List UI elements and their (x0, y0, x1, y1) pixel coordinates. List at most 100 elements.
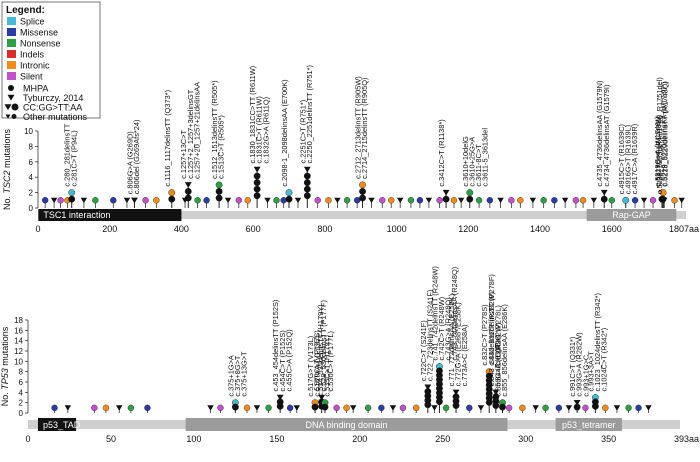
site-marker (92, 197, 99, 204)
hotspot-marker (215, 188, 223, 195)
y-tick-label: 4 (29, 173, 34, 182)
site-triangle (224, 197, 232, 204)
x-tick-label: 300 (518, 434, 533, 444)
legend-small-circle-icon (11, 114, 17, 119)
hotspot-triangle (600, 189, 608, 196)
hotspot-marker (68, 189, 76, 197)
mutation-label: c.742C>T (R248W) (437, 297, 446, 361)
site-marker (579, 197, 587, 204)
y-axis-label-gene: TSC2 (2, 171, 12, 194)
hotspot-marker (573, 403, 581, 411)
site-triangle (207, 405, 214, 411)
site-marker (343, 404, 350, 412)
legend-marker-label: Tyburczy, 2014 (23, 93, 83, 103)
hotspot-marker (600, 195, 608, 203)
hotspot-marker (303, 192, 311, 200)
site-marker (243, 404, 251, 412)
site-marker (51, 404, 58, 412)
y-tick-label: 6 (19, 378, 24, 387)
y-axis-label-suffix: mutations (0, 326, 10, 368)
site-marker (378, 404, 385, 412)
hotspot-marker (492, 402, 500, 409)
site-marker (144, 404, 151, 412)
y-axis-label: No. TSC2 mutations (2, 128, 12, 210)
x-tick-label: 200 (102, 224, 117, 234)
mutation-label: c.280_281delinsTT (63, 123, 72, 186)
mutation-label: c.5227C>T (R1743W) (654, 115, 663, 187)
mutation-label: c.534_535delinsTT (H179Y) (316, 304, 325, 396)
hotspot-triangle (492, 389, 500, 396)
hotspot-marker (303, 179, 311, 186)
site-triangle (678, 197, 685, 204)
protein-backbone (38, 211, 686, 219)
site-triangle (532, 405, 539, 411)
domain-label: p53_tetramer (562, 420, 616, 430)
domain-p53-tetramer (555, 418, 622, 431)
mutation-label: c.722C>T (S241F) (419, 320, 428, 381)
mutation-label: c.535C>T (H179Y) (323, 335, 332, 397)
y-tick-label: 16 (14, 326, 23, 335)
mutation-label: c.991C>T (Q331*) (568, 337, 577, 397)
domain-tsc1-interaction (38, 209, 182, 221)
site-marker (142, 197, 149, 204)
mutation-label: c.453_454delinsTT (P152S) (271, 300, 280, 392)
hotspot-marker (253, 172, 261, 180)
mutation-label: c.832_833delinsTT (P278F) (487, 274, 496, 365)
site-marker (265, 404, 272, 412)
legend-triangle-icon (7, 94, 15, 101)
mutation-label: c.5219_5220delinsAA (W1740*) (660, 82, 669, 187)
mutation-label: c.1024C>T (R342*) (600, 328, 609, 392)
x-end-label: 393aa (674, 434, 699, 444)
legend-marker-label: MHPA (23, 84, 48, 94)
legend-swatch-missense (7, 28, 16, 36)
site-marker (475, 197, 483, 204)
mutation-label: c.2712_2713delinsTT (R905W) (354, 76, 363, 179)
site-triangle (645, 405, 652, 411)
site-marker (519, 404, 526, 412)
hotspot-marker (303, 185, 311, 193)
mutation-label: c.806del (G269Afs*24) (132, 120, 141, 195)
legend-label-indels: Indels (20, 50, 45, 60)
site-marker (540, 197, 547, 204)
hotspot-marker (168, 189, 176, 197)
domain-p53-tad (37, 418, 77, 431)
hotspot-marker (436, 398, 443, 406)
site-marker (407, 197, 415, 204)
hotspot-marker (168, 195, 176, 203)
mutation-label: c.530C>T (P177L) (326, 331, 335, 391)
mutation-label: c.993G>A (R282W) (575, 332, 584, 396)
hotspot-triangle (303, 166, 311, 173)
site-marker (91, 404, 98, 412)
mutation-label: c.5219G>A (W1740*) (653, 117, 662, 187)
x-tick-label: 0 (35, 224, 40, 234)
y-axis-label-prefix: No. (0, 390, 10, 407)
site-marker (399, 404, 407, 412)
site-marker (102, 404, 110, 412)
site-marker (273, 197, 280, 204)
mutation-label: c.843_844delinsTT (R282W) (487, 292, 496, 386)
hotspot-marker (253, 179, 261, 186)
mutation-label: c.1831C>T (R611W) (255, 96, 264, 163)
hotspot-marker (184, 188, 192, 195)
x-tick-label: 250 (435, 434, 450, 444)
x-tick-label: 350 (601, 434, 616, 444)
site-triangle (389, 405, 397, 411)
x-tick-label: 1000 (387, 224, 407, 234)
legend-small-triangle-icon (5, 114, 11, 119)
y-tick-label: 10 (14, 357, 23, 366)
site-triangle (457, 197, 465, 204)
hotspot-marker (424, 401, 432, 409)
mutation-label: c.4915C>T (R1639C) (617, 124, 626, 194)
legend-label-splice: Splice (20, 17, 45, 27)
site-triangle (477, 405, 485, 411)
mutation-label: c.454C>T (P152S) (278, 330, 287, 391)
hotspot-marker (622, 196, 630, 204)
site-marker (110, 197, 117, 204)
mutation-label: c.1830_1831CC>TT (R611W) (248, 66, 257, 164)
site-marker (508, 197, 515, 204)
hotspot-marker (303, 172, 311, 180)
hotspot-marker (452, 402, 460, 409)
legend-label-nonsense: Nonsense (20, 39, 61, 49)
legend: Legend: SpliceMissenseNonsenseIndelsIntr… (1, 1, 101, 122)
site-triangle (613, 405, 621, 411)
